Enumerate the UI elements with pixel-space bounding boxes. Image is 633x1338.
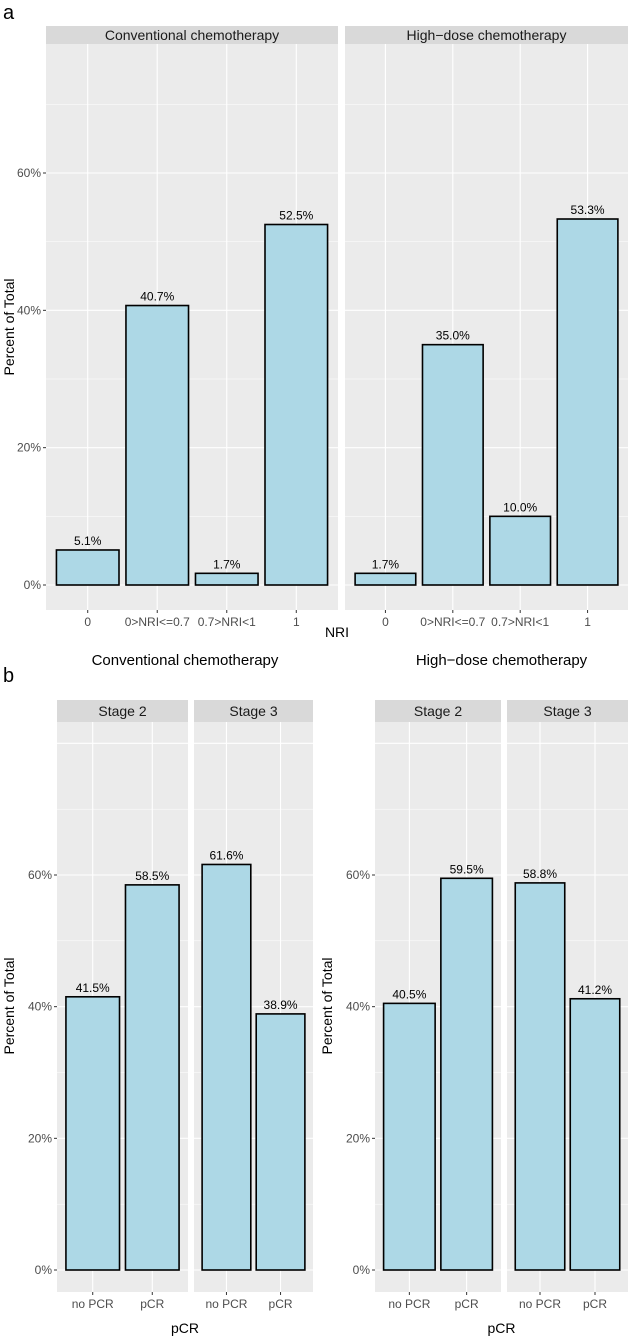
bar — [55, 549, 120, 586]
bar-data-label: 59.5% — [450, 862, 484, 876]
bar-data-label: 41.5% — [76, 981, 110, 995]
bar-data-label: 5.1% — [74, 534, 102, 548]
y-axis-title: Percent of Total — [1, 957, 17, 1054]
bar-data-label: 52.5% — [279, 209, 313, 223]
facet-strip-label: Stage 2 — [414, 703, 462, 719]
x-tick-label: no PCR — [72, 1297, 114, 1311]
x-axis-title: NRI — [325, 624, 349, 640]
x-tick-label: 0 — [84, 615, 91, 629]
bar-data-label: 40.5% — [392, 987, 426, 1001]
bar-data-label: 10.0% — [503, 500, 537, 514]
bar — [421, 343, 484, 586]
facet-panel: Stage 3 58.8% 41.2% no PCR pCR — [507, 700, 628, 1311]
bar-data-label: 61.6% — [209, 848, 243, 862]
x-tick-label: 0>NRI<=0.7 — [125, 615, 190, 629]
y-tick-label: 60% — [28, 868, 52, 882]
bar — [255, 1013, 306, 1271]
bar — [556, 218, 619, 586]
group-title: High−dose chemotherapy — [416, 652, 588, 669]
y-tick-label: 40% — [346, 1000, 370, 1014]
x-tick-label: 1 — [293, 615, 300, 629]
y-tick-label: 20% — [17, 441, 41, 455]
x-tick-label: pCR — [269, 1297, 293, 1311]
bar-data-label: 1.7% — [372, 557, 400, 571]
bar — [440, 877, 494, 1271]
facet-strip-label: Stage 3 — [229, 703, 277, 719]
facet-strip — [57, 700, 188, 722]
facet-panel: Stage 2 41.5% 58.5% no PCR pCR 0% 20% 40% 60% — [28, 700, 188, 1311]
x-tick-label: no PCR — [388, 1297, 430, 1311]
bar — [569, 997, 621, 1271]
x-tick-label: 0 — [382, 615, 389, 629]
bar-data-label: 58.5% — [135, 869, 169, 883]
y-tick-label: 0% — [35, 1263, 53, 1277]
facet-panel: Stage 3 61.6% 38.9% no PCR pCR — [194, 700, 313, 1311]
bar-data-label: 38.9% — [264, 998, 298, 1012]
facet-strip-label: Conventional chemotherapy — [105, 27, 279, 43]
bar — [514, 882, 566, 1271]
bar-data-label: 35.0% — [436, 329, 470, 343]
x-tick-label: no PCR — [205, 1297, 247, 1311]
x-axis-title: pCR — [171, 1320, 199, 1336]
y-axis-title: Percent of Total — [1, 278, 17, 375]
facet-strip — [507, 700, 628, 722]
bar — [382, 1002, 436, 1271]
y-tick-label: 0% — [353, 1263, 371, 1277]
panel-letter-a: a — [3, 2, 15, 24]
x-tick-label: 0.7>NRI<1 — [491, 615, 549, 629]
x-axis-title: pCR — [487, 1320, 515, 1336]
x-tick-label: 0.7>NRI<1 — [198, 615, 256, 629]
facet-panel: Stage 2 40.5% 59.5% no PCR pCR 0% 20% 40% 60% — [346, 700, 501, 1311]
bar — [354, 572, 417, 586]
panel-letter-b: b — [3, 665, 14, 687]
bar-data-label: 58.8% — [523, 867, 557, 881]
bar — [489, 515, 552, 586]
y-tick-label: 60% — [17, 166, 41, 180]
group-title: Conventional chemotherapy — [92, 652, 279, 669]
x-tick-label: pCR — [140, 1297, 164, 1311]
facet-strip-label: Stage 3 — [543, 703, 591, 719]
y-tick-label: 0% — [24, 578, 42, 592]
facet-strip-label: Stage 2 — [98, 703, 146, 719]
bar — [124, 884, 180, 1271]
facet-panel: High−dose chemotherapy 1.7% 35.0% 10.0% 53.3… — [345, 26, 628, 629]
y-tick-label: 20% — [28, 1131, 52, 1145]
x-tick-label: 1 — [584, 615, 591, 629]
bar — [194, 572, 259, 586]
y-tick-label: 40% — [28, 1000, 52, 1014]
x-tick-label: pCR — [455, 1297, 479, 1311]
facet-strip — [345, 26, 628, 44]
bar — [125, 304, 190, 586]
bar-data-label: 1.7% — [213, 557, 241, 571]
facet-strip — [194, 700, 313, 722]
facet-strip-label: High−dose chemotherapy — [407, 27, 567, 43]
x-tick-label: 0>NRI<=0.7 — [420, 615, 485, 629]
bar-data-label: 53.3% — [571, 203, 605, 217]
bar-data-label: 41.2% — [578, 983, 612, 997]
bar — [264, 223, 329, 586]
facet-strip — [375, 700, 501, 722]
facet-panel: Conventional chemotherapy 5.1% 40.7% 1.7% 52… — [17, 26, 338, 629]
y-tick-label: 40% — [17, 303, 41, 317]
y-axis-title: Percent of Total — [319, 957, 335, 1054]
x-tick-label: pCR — [583, 1297, 607, 1311]
facet-strip — [46, 26, 338, 44]
bar-data-label: 40.7% — [140, 290, 174, 304]
x-tick-label: no PCR — [519, 1297, 561, 1311]
bar — [201, 863, 252, 1271]
y-tick-label: 60% — [346, 868, 370, 882]
y-tick-label: 20% — [346, 1131, 370, 1145]
bar — [65, 995, 121, 1271]
